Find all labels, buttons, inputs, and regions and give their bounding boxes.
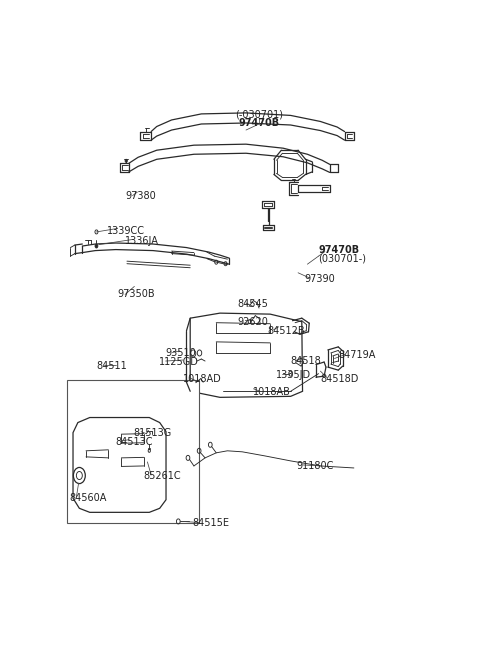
Text: 81513G: 81513G [133, 428, 172, 438]
Bar [67, 380, 199, 523]
Text: 1335JD: 1335JD [276, 369, 311, 380]
Text: 93510: 93510 [165, 348, 196, 358]
Text: 97470B: 97470B [319, 245, 360, 255]
Text: 97390: 97390 [305, 274, 336, 284]
Text: 97350B: 97350B [118, 290, 156, 299]
Text: 1018AD: 1018AD [183, 374, 221, 384]
Text: 84518D: 84518D [321, 374, 359, 384]
Text: 84511: 84511 [96, 361, 127, 371]
Text: 84513C: 84513C [115, 437, 153, 447]
Text: (-030701): (-030701) [235, 110, 283, 120]
Text: (030701-): (030701-) [319, 253, 367, 263]
Text: 84515E: 84515E [192, 519, 229, 529]
Text: 85261C: 85261C [144, 470, 181, 481]
Text: 84545: 84545 [238, 299, 269, 309]
Text: 84719A: 84719A [338, 350, 376, 360]
Text: 84518: 84518 [290, 356, 321, 366]
Text: 92620: 92620 [238, 317, 269, 327]
Circle shape [125, 159, 127, 162]
Text: 1018AB: 1018AB [253, 387, 291, 398]
Text: 91180C: 91180C [296, 461, 334, 471]
Text: 84560A: 84560A [69, 493, 107, 503]
Circle shape [95, 244, 98, 248]
Text: 97470B: 97470B [239, 118, 279, 128]
Text: 1336JA: 1336JA [125, 236, 159, 246]
Text: 97380: 97380 [125, 191, 156, 200]
Text: 1125GD: 1125GD [158, 357, 198, 367]
Text: 1339CC: 1339CC [107, 226, 144, 236]
Text: 84512B: 84512B [267, 326, 305, 336]
